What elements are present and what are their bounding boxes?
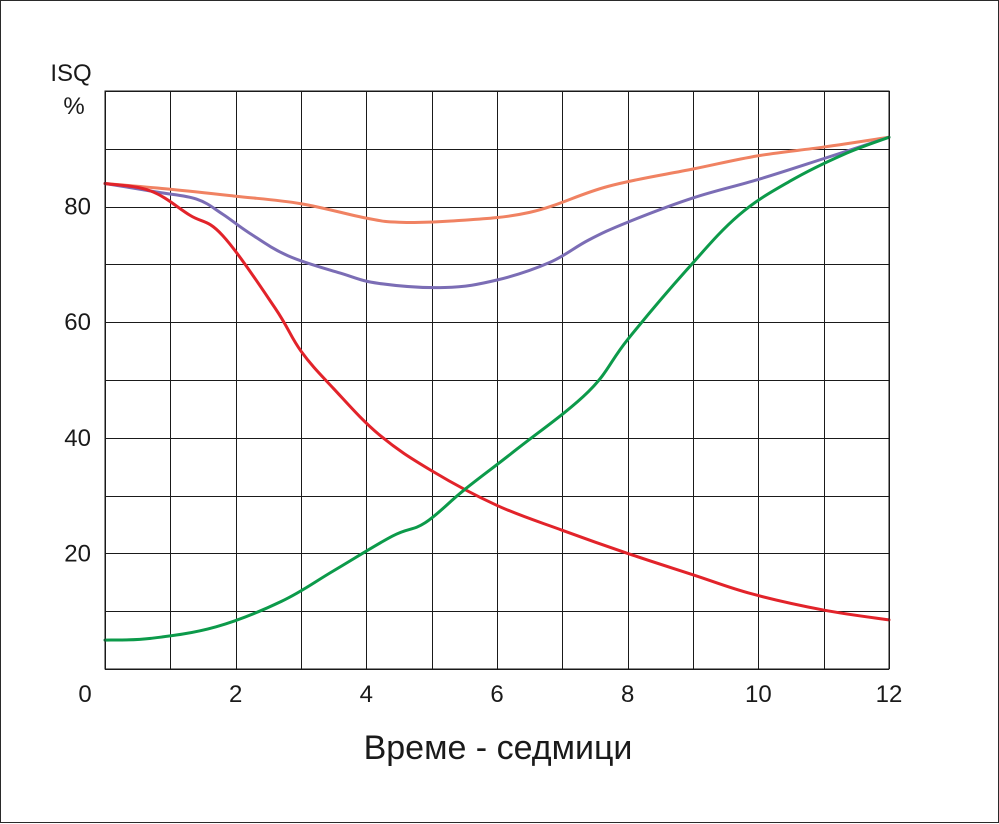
tick-labels: 0 2 4 6 8 10 12 20 40 60 80 (64, 194, 902, 708)
x-tick-label: 8 (621, 681, 634, 708)
series-line-1 (103, 135, 891, 225)
series-line-4 (103, 135, 891, 642)
x-tick-label: 4 (360, 681, 373, 708)
series-line-3 (103, 181, 891, 622)
grid (105, 91, 890, 670)
y-axis-unit: % (63, 93, 84, 120)
series-line-2 (103, 135, 891, 290)
x-tick-label: 0 (78, 681, 91, 708)
y-tick-label: 60 (64, 309, 91, 336)
plot-frame (104, 90, 890, 670)
series-lines (103, 135, 891, 642)
y-tick-label: 20 (64, 540, 91, 567)
x-tick-label: 2 (229, 681, 242, 708)
x-tick-label: 6 (490, 681, 503, 708)
x-axis-label: Време - седмици (364, 729, 633, 767)
x-tick-label: 12 (876, 681, 903, 708)
x-tick-label: 10 (745, 681, 772, 708)
y-axis-label: ISQ (50, 60, 91, 87)
y-tick-label: 40 (64, 425, 91, 452)
y-tick-label: 80 (64, 194, 91, 221)
